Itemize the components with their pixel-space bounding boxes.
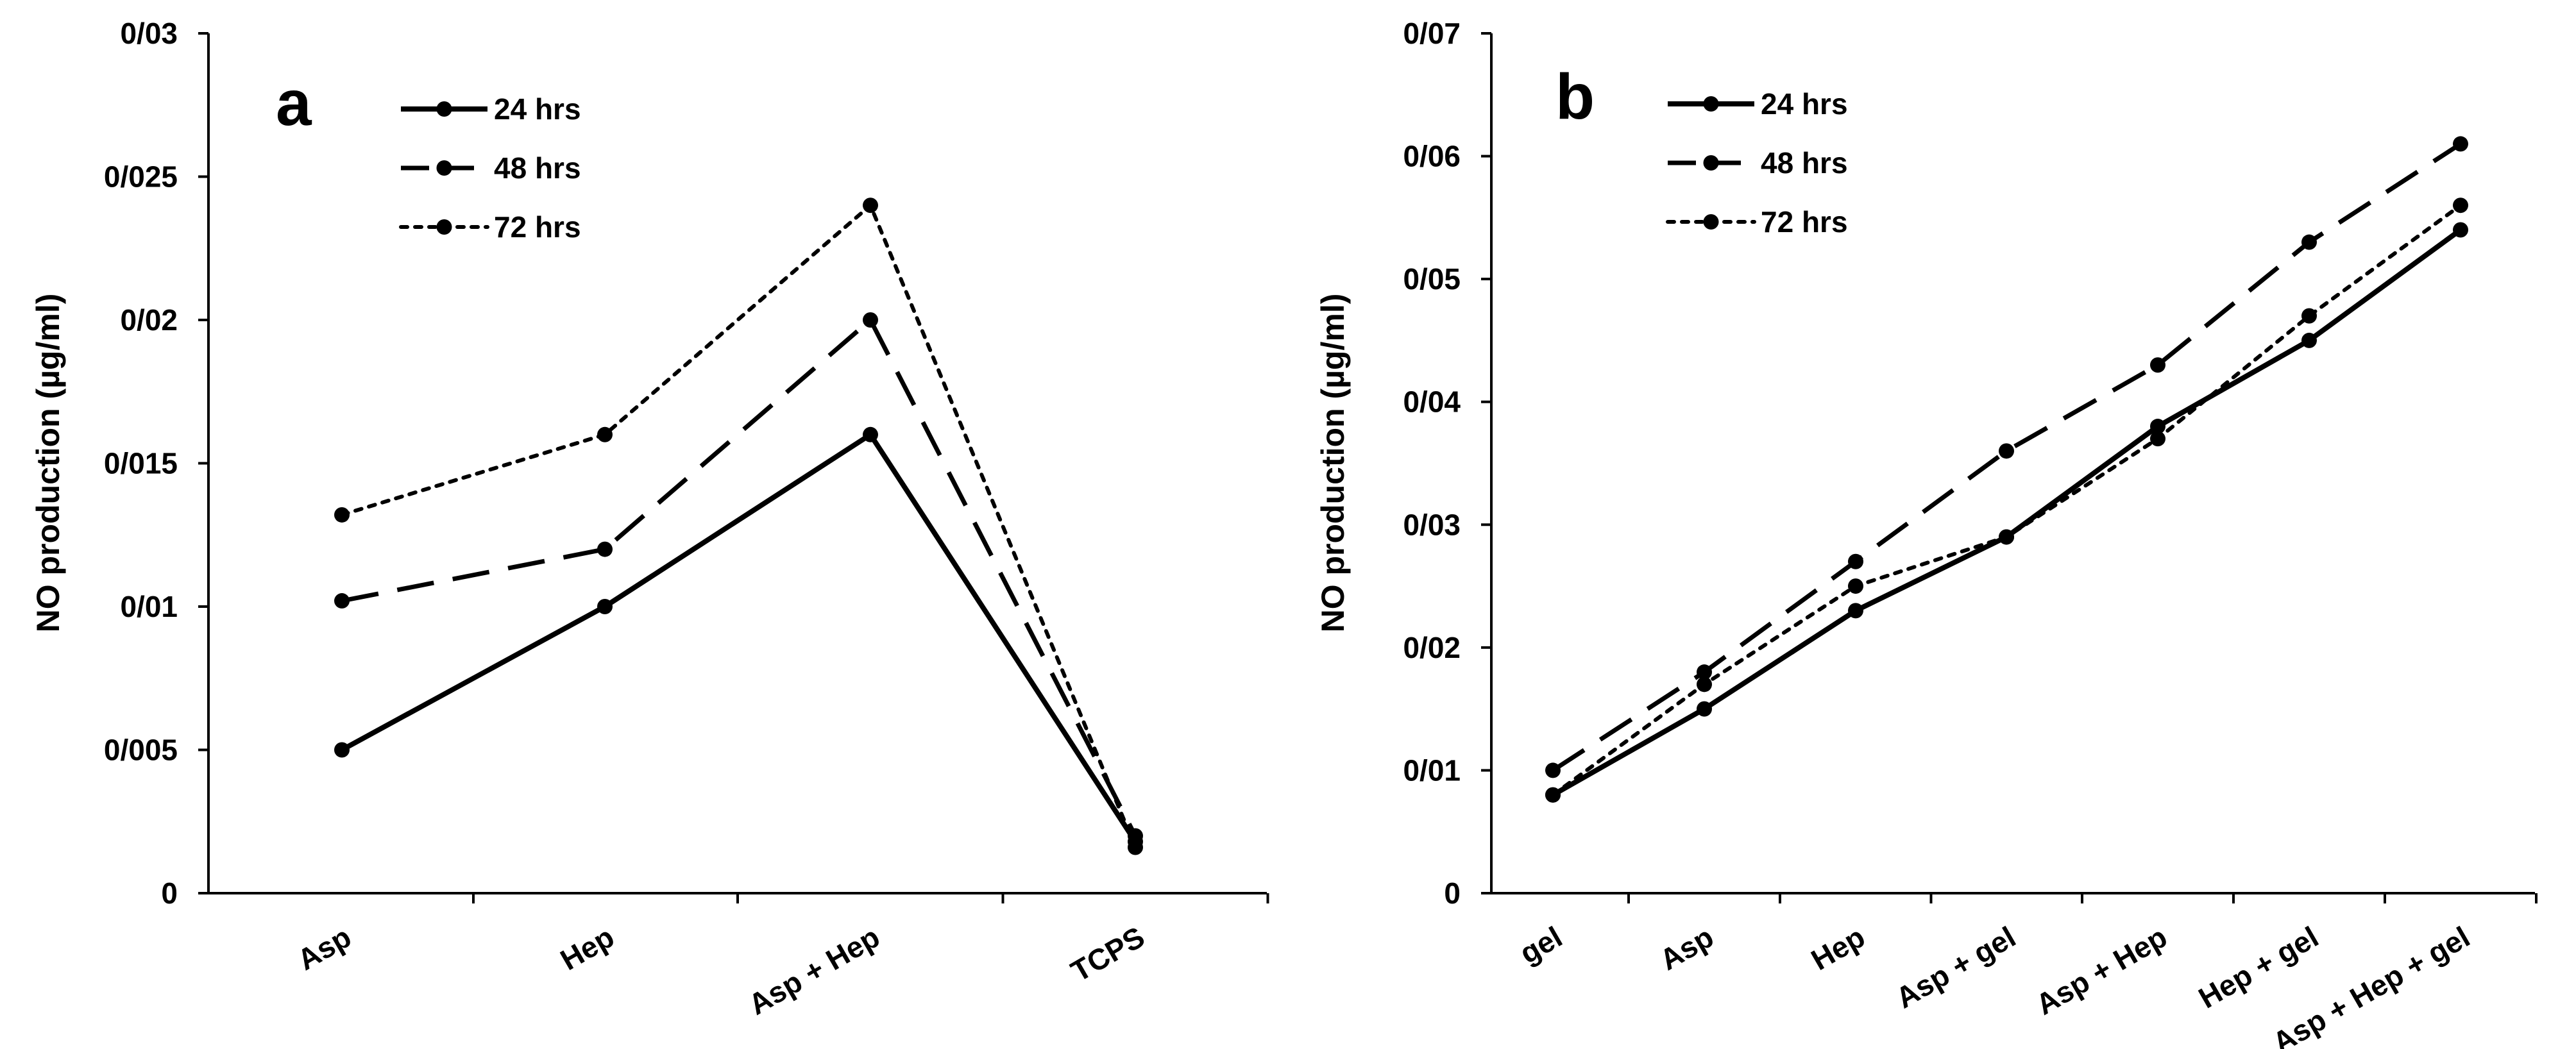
legend-label: 72 hrs [494, 210, 581, 244]
data-point-72-hrs [1128, 839, 1143, 855]
data-point-48-hrs [1999, 443, 2014, 459]
data-point-24-hrs [597, 599, 613, 614]
data-point-72-hrs [2301, 308, 2317, 324]
y-axis-title: NO production (µg/ml) [30, 294, 66, 633]
y-tick-label: 0/04 [1403, 385, 1461, 419]
legend-marker [436, 219, 452, 235]
data-point-48-hrs [2150, 357, 2165, 373]
y-tick-label: 0/03 [1403, 508, 1461, 541]
series-line-24-hrs [341, 432, 1138, 843]
y-tick-label: 0/03 [120, 17, 178, 50]
x-tick-label: Hep + gel [2193, 920, 2324, 1015]
y-tick-label: 0/06 [1403, 140, 1461, 173]
y-tick-label: 0/07 [1403, 17, 1461, 50]
data-point-72-hrs [863, 197, 878, 214]
y-tick-label: 0/02 [120, 303, 178, 337]
y-tick-label: 0/02 [1403, 631, 1461, 664]
x-tick-label: TCPS [1065, 920, 1150, 988]
chart-panel-b: 0 0/01 0/02 0/03 0/04 0/05 0/06 0/07 gel Asp Hep As… [1315, 17, 2538, 1049]
x-tick-label: Asp + gel [1890, 920, 2021, 1015]
y-tick-label: 0/005 [104, 734, 178, 767]
data-point-24-hrs [2301, 332, 2317, 348]
data-point-24-hrs [2453, 222, 2468, 238]
panel-label: a [276, 67, 312, 139]
x-tick-label: Asp + Hep [2030, 920, 2173, 1021]
data-point-48-hrs [2301, 234, 2317, 250]
legend-label: 24 hrs [494, 92, 581, 126]
y-tick-label: 0/025 [104, 160, 178, 194]
legend-marker [1703, 214, 1719, 230]
data-point-72-hrs [1545, 787, 1561, 803]
data-point-72-hrs [2453, 197, 2468, 214]
data-point-24-hrs [863, 426, 878, 442]
y-tick-label: 0 [161, 877, 178, 910]
y-tick-label: 0/015 [104, 447, 178, 480]
y-tick-label: 0/05 [1403, 262, 1461, 296]
legend-marker [1703, 155, 1719, 171]
series-line-48-hrs [341, 317, 1138, 837]
x-tick-label: Asp [1654, 920, 1719, 977]
series-line-24-hrs [1552, 228, 2462, 798]
data-point-72-hrs [1697, 676, 1712, 692]
series-line-72-hrs [1551, 203, 2462, 797]
data-point-48-hrs [1545, 762, 1561, 778]
x-tick-label: Hep [1806, 920, 1870, 977]
data-point-48-hrs [597, 541, 613, 557]
x-tick-label: gel [1514, 920, 1568, 970]
legend-marker [436, 101, 452, 117]
legend-label: 72 hrs [1761, 205, 1848, 239]
panel-label: b [1555, 61, 1595, 133]
data-point-48-hrs [863, 312, 878, 328]
x-tick-label: Asp [292, 920, 357, 977]
data-point-48-hrs [1697, 664, 1712, 680]
data-point-48-hrs [334, 593, 350, 609]
data-point-72-hrs [334, 507, 350, 523]
data-point-48-hrs [1848, 553, 1863, 569]
y-tick-label: 0/01 [1403, 753, 1461, 787]
data-point-24-hrs [1848, 603, 1863, 619]
x-tick-label: Hep [555, 920, 620, 977]
data-point-24-hrs [334, 742, 350, 758]
legend: 24 hrs 48 hrs 72 hrs [1666, 87, 1848, 239]
series-line-72-hrs [340, 203, 1137, 850]
y-tick-label: 0 [1444, 877, 1461, 910]
legend-label: 24 hrs [1761, 87, 1848, 121]
legend-label: 48 hrs [1761, 146, 1848, 180]
legend: 24 hrs 48 hrs 72 hrs [399, 92, 581, 244]
y-axis-title: NO production (µg/ml) [1315, 294, 1351, 633]
legend-marker [436, 160, 452, 176]
data-point-72-hrs [2150, 431, 2165, 447]
data-point-24-hrs [2150, 419, 2165, 435]
data-point-72-hrs [1848, 578, 1863, 594]
data-point-48-hrs [2453, 136, 2468, 152]
data-point-72-hrs [597, 426, 613, 442]
legend-marker [1703, 96, 1719, 112]
x-tick-label: Asp + Hep [743, 920, 885, 1021]
chart-panel-a: 0 0/005 0/01 0/015 0/02 0/025 0/03 Asp Hep Asp + … [30, 17, 1269, 1021]
legend-label: 48 hrs [494, 151, 581, 185]
data-point-72-hrs [1999, 529, 2014, 545]
data-point-24-hrs [1697, 701, 1712, 717]
y-tick-label: 0/01 [120, 590, 178, 623]
